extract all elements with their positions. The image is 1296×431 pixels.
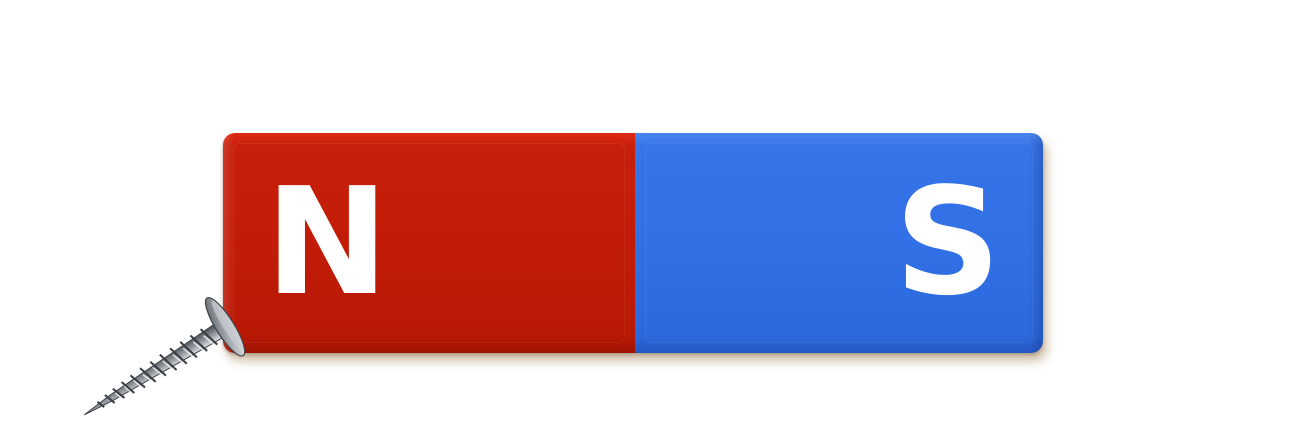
- north-pole: N: [223, 133, 635, 353]
- north-pole-label: N: [265, 156, 389, 328]
- bar-magnet: N S: [223, 133, 1043, 353]
- south-pole: S: [635, 133, 1043, 353]
- south-pole-label: S: [894, 156, 1001, 328]
- screw-icon: [84, 296, 246, 416]
